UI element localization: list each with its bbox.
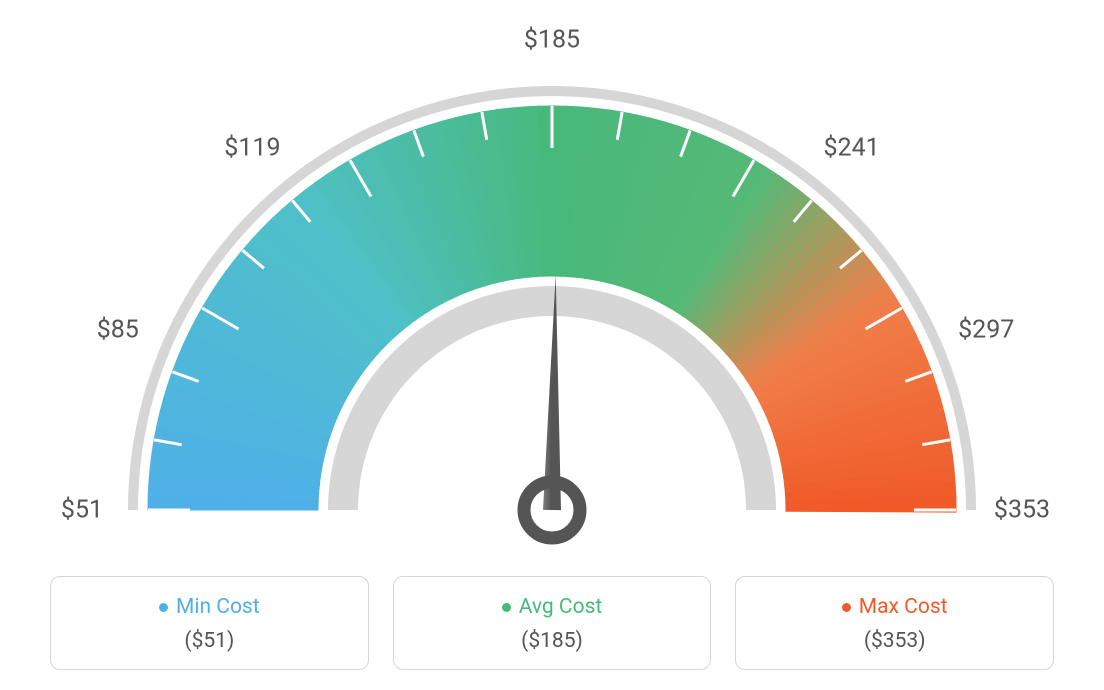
legend-card: Avg Cost ($185) (393, 576, 712, 670)
scale-label: $119 (224, 133, 280, 162)
scale-label: $353 (994, 496, 1050, 525)
scale-label: $185 (524, 26, 580, 55)
legend-dot-icon (842, 603, 851, 612)
legend-title: Min Cost (159, 595, 260, 619)
legend-row: Min Cost ($51) Avg Cost ($185) Max Cost ($353… (0, 576, 1104, 670)
gauge-svg (0, 0, 1104, 560)
scale-label: $85 (97, 316, 139, 345)
legend-label: Max Cost (859, 595, 948, 619)
legend-card: Min Cost ($51) (50, 576, 369, 670)
scale-label: $51 (61, 496, 103, 525)
legend-value: ($51) (61, 629, 358, 653)
legend-label: Avg Cost (519, 595, 603, 619)
legend-label: Min Cost (176, 595, 260, 619)
cost-gauge: $51 $85 $119 $185 $241 $297 $353 (0, 0, 1104, 560)
legend-dot-icon (502, 603, 511, 612)
legend-card: Max Cost ($353) (735, 576, 1054, 670)
legend-value: ($353) (746, 629, 1043, 653)
scale-label: $297 (958, 316, 1014, 345)
legend-title: Max Cost (842, 595, 948, 619)
legend-dot-icon (159, 603, 168, 612)
legend-value: ($185) (404, 629, 701, 653)
scale-label: $241 (823, 133, 879, 162)
legend-title: Avg Cost (502, 595, 603, 619)
